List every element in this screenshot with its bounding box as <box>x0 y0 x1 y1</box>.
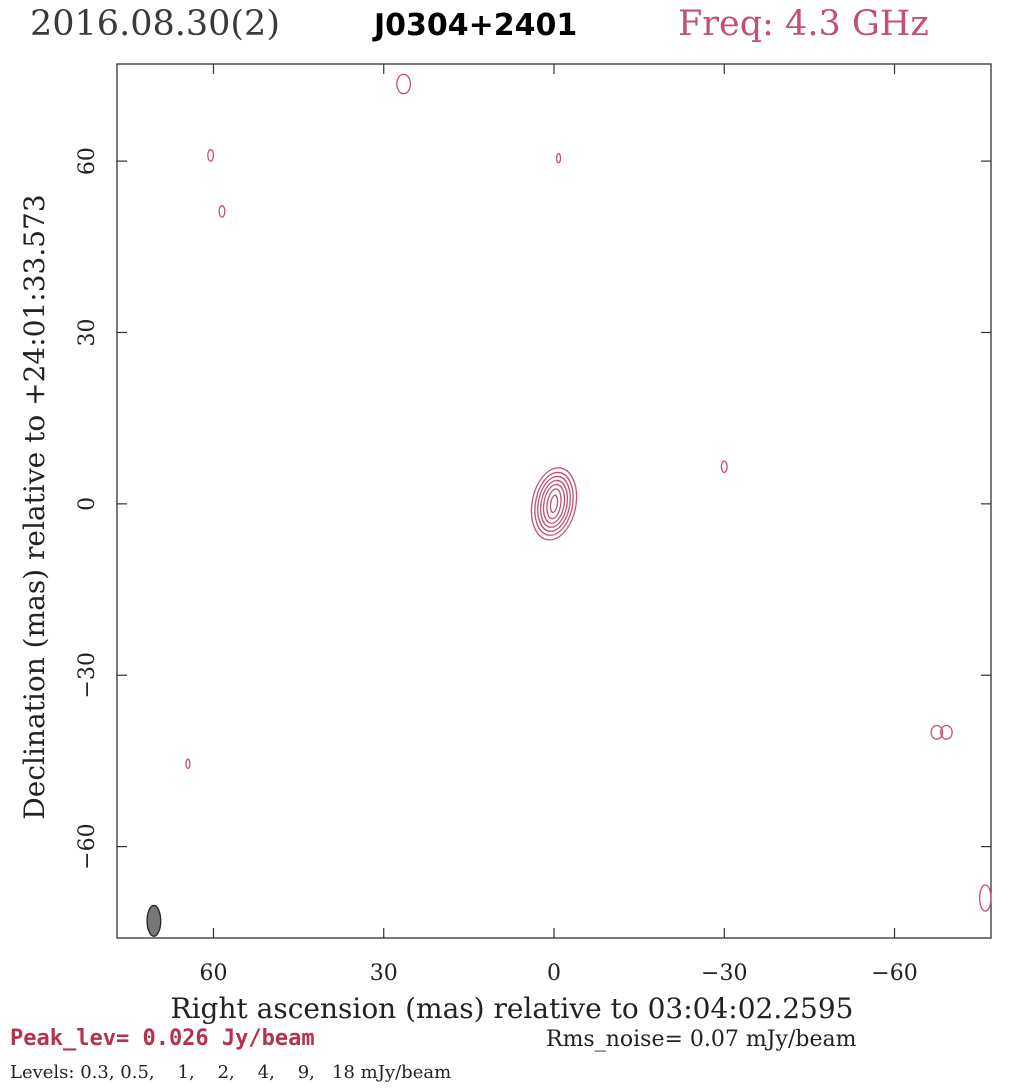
noise-contour <box>940 724 953 740</box>
noise-contour <box>978 884 992 912</box>
x-tick-label: 30 <box>370 961 398 986</box>
x-tick-label: 0 <box>547 961 561 986</box>
core-contour <box>542 483 566 524</box>
core-contour <box>530 467 578 541</box>
x-tick-label: −30 <box>701 961 747 986</box>
y-tick-label: −30 <box>75 652 100 698</box>
plot-layer: 60 30 0 −30 −60 60 30 0 −30 −60 Right ascension (m… <box>18 63 992 1025</box>
peak-level: Peak_lev= 0.026 Jy/beam <box>10 1026 315 1051</box>
noise-contour <box>218 205 226 218</box>
frequency-label: Freq: 4.3 GHz <box>678 4 929 44</box>
x-tick-label: 60 <box>199 961 227 986</box>
beam-ellipse <box>146 904 162 937</box>
noise-contour <box>396 73 412 95</box>
x-axis-title: Right ascension (mas) relative to 03:04:… <box>171 992 854 1025</box>
y-tick-label: −60 <box>75 823 100 869</box>
core-contour <box>546 488 562 520</box>
y-tick-label: 0 <box>75 497 100 511</box>
y-tick-label: 60 <box>75 147 100 175</box>
core-contour <box>534 471 574 536</box>
noise-contour <box>207 149 215 162</box>
source-name: J0304+2401 <box>374 8 578 43</box>
rms-noise: Rms_noise= 0.07 mJy/beam <box>546 1027 857 1052</box>
plot-frame <box>116 63 992 939</box>
y-tick-label: 30 <box>75 318 100 346</box>
y-axis-title: Declination (mas) relative to +24:01:33.… <box>18 194 51 819</box>
core-contour <box>537 475 571 532</box>
noise-contour <box>555 153 562 164</box>
core-contour <box>539 479 569 528</box>
noise-contour <box>720 460 728 474</box>
noise-contour <box>185 758 191 769</box>
contour-levels: Levels: 0.3, 0.5, 1, 2, 4, 9, 18 mJy/bea… <box>10 1062 452 1083</box>
core-contour <box>549 494 559 514</box>
epoch-date: 2016.08.30(2) <box>30 4 280 44</box>
x-tick-label: −60 <box>871 961 917 986</box>
noise-contour <box>930 724 944 740</box>
